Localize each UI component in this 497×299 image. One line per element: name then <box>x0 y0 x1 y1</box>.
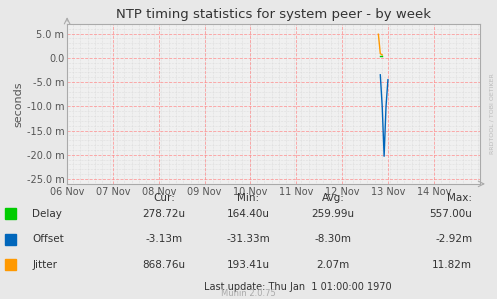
Text: Max:: Max: <box>447 193 472 203</box>
Text: 278.72u: 278.72u <box>143 209 185 219</box>
Text: 2.07m: 2.07m <box>317 260 349 270</box>
Text: Cur:: Cur: <box>153 193 175 203</box>
Y-axis label: seconds: seconds <box>14 81 24 127</box>
Text: Offset: Offset <box>32 234 64 244</box>
Text: 868.76u: 868.76u <box>143 260 185 270</box>
Text: 259.99u: 259.99u <box>312 209 354 219</box>
Text: 557.00u: 557.00u <box>429 209 472 219</box>
Text: -3.13m: -3.13m <box>146 234 182 244</box>
Text: 11.82m: 11.82m <box>432 260 472 270</box>
Text: Jitter: Jitter <box>32 260 57 270</box>
Text: -31.33m: -31.33m <box>227 234 270 244</box>
Text: RRDTOOL / TOBI OETIKER: RRDTOOL / TOBI OETIKER <box>490 73 495 154</box>
Text: -2.92m: -2.92m <box>435 234 472 244</box>
Text: Delay: Delay <box>32 209 62 219</box>
Text: Min:: Min: <box>238 193 259 203</box>
Text: Last update: Thu Jan  1 01:00:00 1970: Last update: Thu Jan 1 01:00:00 1970 <box>204 282 392 292</box>
Text: 164.40u: 164.40u <box>227 209 270 219</box>
Text: 193.41u: 193.41u <box>227 260 270 270</box>
Title: NTP timing statistics for system peer - by week: NTP timing statistics for system peer - … <box>116 8 431 21</box>
Text: Munin 2.0.75: Munin 2.0.75 <box>221 289 276 298</box>
Text: Avg:: Avg: <box>322 193 344 203</box>
Text: -8.30m: -8.30m <box>315 234 351 244</box>
